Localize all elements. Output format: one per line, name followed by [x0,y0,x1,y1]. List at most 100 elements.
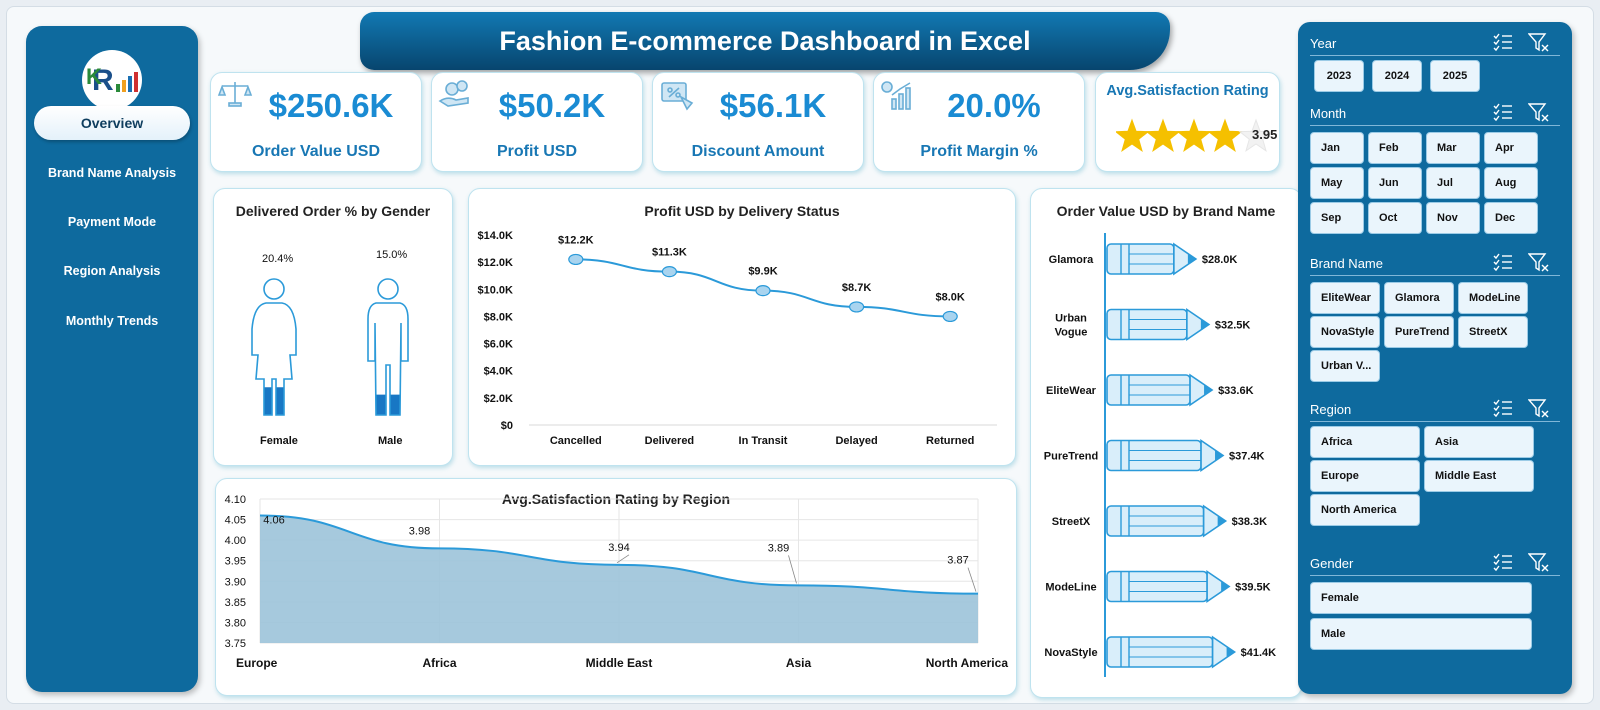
brand-pencil-bar [1106,438,1225,473]
clear-filter-icon[interactable] [1527,102,1550,125]
y-tick-label: 3.95 [225,556,246,568]
data-label: $11.3K [652,247,687,259]
slicer-month-apr[interactable]: Apr [1484,132,1538,164]
kpi-value: $250.6K [268,87,394,124]
profit-point [568,253,584,266]
slicer-region-middle-east[interactable]: Middle East [1424,460,1534,492]
clear-filter-icon[interactable] [1527,398,1550,421]
slicer-month-jul[interactable]: Jul [1426,167,1480,199]
nav-item-region-analysis[interactable]: Region Analysis [63,264,161,278]
nav-item-overview[interactable]: Overview [34,106,190,140]
slicer-region-europe[interactable]: Europe [1310,460,1420,492]
x-tick-label: Europe [236,656,278,670]
brand-category-label: Urban Vogue [1055,313,1088,339]
nav-item-brand-name-analysis[interactable]: Brand Name Analysis [47,166,177,180]
gender-pictograph [251,278,409,416]
slicer-month-feb[interactable]: Feb [1368,132,1422,164]
discount-tag-icon [659,79,695,116]
slicer-region-north-america[interactable]: North America [1310,494,1420,526]
multi-select-icon[interactable] [1492,102,1514,125]
slicer-brand-elitewear[interactable]: EliteWear [1310,282,1380,314]
data-label: $41.4K [1241,647,1277,659]
slicer-month-jun[interactable]: Jun [1368,167,1422,199]
slicer-gender-male[interactable]: Male [1310,618,1532,650]
kpi-value: 20.0% [947,87,1041,124]
multi-select-icon[interactable] [1492,398,1514,421]
slicer-month-sep[interactable]: Sep [1310,202,1364,234]
clear-filter-icon[interactable] [1527,252,1550,275]
slicer-month-oct[interactable]: Oct [1368,202,1422,234]
kpi-card-profit: $50.2K Profit USD [431,72,643,172]
slicer-brand-urban-v[interactable]: Urban V... [1310,350,1380,382]
slicer-brand-modeline[interactable]: ModeLine [1458,282,1528,314]
scale-icon [217,79,253,114]
brand-pencil-bar [1106,373,1214,407]
brand-category-label: Glamora [1049,254,1095,266]
profit-point [849,301,865,313]
data-label: $28.0K [1202,254,1238,266]
gender-slicer-header: Gender [1310,552,1560,576]
year-slicer-header: Year [1310,32,1560,56]
slicer-month-dec[interactable]: Dec [1484,202,1538,234]
slicer-month-mar[interactable]: Mar [1426,132,1480,164]
slicer-gender-female[interactable]: Female [1310,582,1532,614]
brand-category-label: ModeLine [1045,582,1096,594]
clear-filter-icon[interactable] [1527,32,1550,55]
y-tick-label: $10.0K [478,284,514,296]
slicer-month-aug[interactable]: Aug [1484,167,1538,199]
data-label: $12.2K [558,234,594,246]
kpi-label: Discount Amount [691,143,825,160]
slicer-brand-novastyle[interactable]: NovaStyle [1310,316,1380,348]
x-tick-label: Delivered [645,435,695,447]
clear-filter-icon[interactable] [1527,552,1550,575]
brand-chart-card: Order Value USD by Brand Name Glamora $28… [1030,188,1302,698]
gender-chart-card: Delivered Order % by Gender 20.4% 15.0% … [213,188,453,466]
x-tick-label: Delayed [835,435,877,447]
profit-line-chart: $14.0K $12.0K $10.0K $8.0K $6.0K $4.0K $2.0K $0… [478,230,997,447]
kpi-label: Profit USD [497,143,577,160]
slicer-region-asia[interactable]: Asia [1424,426,1534,458]
brand-category-label: NovaStyle [1044,647,1097,659]
svg-text:K: K [86,64,102,89]
profit-point [942,310,958,323]
data-label: 3.94 [608,542,629,554]
multi-select-icon[interactable] [1492,252,1514,275]
slicer-month-nov[interactable]: Nov [1426,202,1480,234]
nav-item-payment-mode[interactable]: Payment Mode [67,215,157,229]
page-title: Fashion E-commerce Dashboard in Excel [360,12,1170,70]
data-label: 3.87 [947,555,968,567]
brand-pencil-chart: Glamora $28.0K Urban Vogue $32.5K EliteWear $3… [1044,233,1277,677]
slicer-brand-glamora[interactable]: Glamora [1384,282,1454,314]
slicer-brand-puretrend[interactable]: PureTrend [1384,316,1454,348]
nav-item-monthly-trends[interactable]: Monthly Trends [65,314,159,328]
kpi-value: $56.1K [719,87,827,124]
y-tick-label: $0 [501,420,513,432]
male-figure [367,278,409,416]
region-area-chart-card: Avg.Satisfaction Rating by Region 4.10 4.… [215,478,1017,696]
data-label: $37.4K [1229,451,1265,463]
multi-select-icon[interactable] [1492,552,1514,575]
slicer-year-2025[interactable]: 2025 [1430,60,1480,92]
slicer-month-may[interactable]: May [1310,167,1364,199]
brand-category-label: PureTrend [1044,451,1098,463]
rating-star [1116,118,1150,152]
kpi-label: Profit Margin % [920,143,1038,160]
y-tick-label: 3.75 [225,638,246,650]
x-tick-label: In Transit [739,435,788,447]
female-figure [251,278,297,416]
slicer-year-2024[interactable]: 2024 [1372,60,1422,92]
brand-pencil-bar [1106,569,1231,604]
slicer-year-2023[interactable]: 2023 [1314,60,1364,92]
slicer-region-africa[interactable]: Africa [1310,426,1420,458]
month-slicer-title: Month [1310,106,1347,121]
data-label: $9.9K [748,266,777,278]
profit-point [755,285,771,297]
brand-slicer-header: Brand Name [1310,252,1560,276]
x-tick-label: Asia [786,656,812,670]
multi-select-icon[interactable] [1492,32,1514,55]
brand-category-label: StreetX [1052,516,1091,528]
slicer-brand-streetx[interactable]: StreetX [1458,316,1528,348]
brand-pencil-bar [1106,504,1228,538]
slicer-month-jan[interactable]: Jan [1310,132,1364,164]
male-label: Male [378,435,403,447]
